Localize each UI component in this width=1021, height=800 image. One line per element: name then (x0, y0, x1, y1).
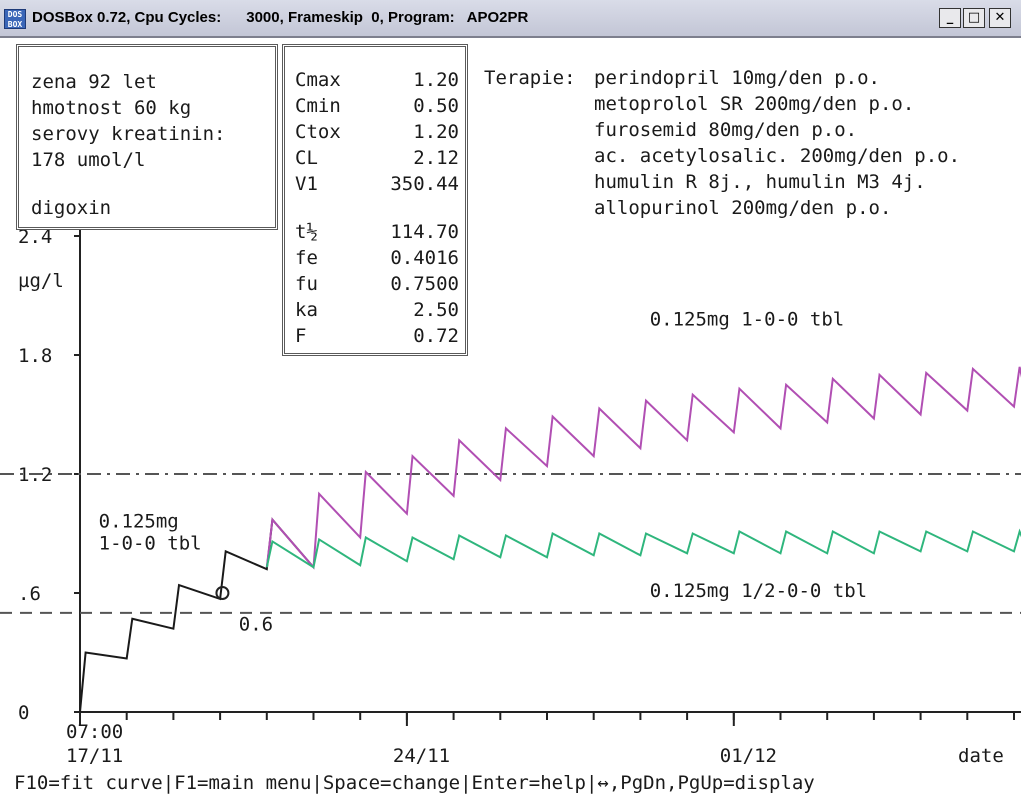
y-tick-label: .6 (18, 583, 41, 605)
patient-line: serovy kreatinin: (31, 123, 226, 145)
patient-line: zena 92 let (31, 71, 157, 93)
y-tick-label: 1.8 (18, 345, 52, 367)
patient-info-panel: zena 92 let hmotnost 60 kg serovy kreati… (16, 44, 278, 230)
param-key: CL (295, 147, 318, 169)
therapy-line: humulin R 8j., humulin M3 4j. (594, 171, 926, 193)
maximize-button[interactable]: □ (963, 8, 985, 28)
param-row: t½ 114.70 (285, 219, 465, 245)
series-line-2 (265, 528, 1021, 569)
minimize-button[interactable]: _ (939, 8, 961, 28)
param-row: Ctox 1.20 (285, 119, 465, 145)
param-row: Cmin 0.50 (285, 93, 465, 119)
chart-annotation: 1-0-0 tbl (99, 532, 202, 554)
param-key: fe (295, 247, 318, 269)
therapy-label: Terapie: (484, 67, 576, 89)
param-key: t½ (295, 221, 318, 243)
param-key: Cmax (295, 69, 341, 91)
therapy-line: ac. acetylosalic. 200mg/den p.o. (594, 145, 961, 167)
therapy-line: allopurinol 200mg/den p.o. (594, 197, 892, 219)
series-line-1 (265, 366, 1021, 570)
param-value: 0.50 (413, 95, 459, 117)
close-button[interactable]: ✕ (989, 8, 1011, 28)
therapy-line: perindopril 10mg/den p.o. (594, 67, 880, 89)
param-value: 0.4016 (390, 247, 459, 269)
param-row: CL 2.12 (285, 145, 465, 171)
window-title: DOSBox 0.72, Cpu Cycles: 3000, Frameskip… (32, 9, 529, 26)
param-key: Cmin (295, 95, 341, 117)
param-value: 0.7500 (390, 273, 459, 295)
title-bar: DOS BOX DOSBox 0.72, Cpu Cycles: 3000, F… (0, 0, 1021, 38)
x-tick-time-label: 07:00 (66, 721, 123, 743)
param-key: fu (295, 273, 318, 295)
therapy-line: metoprolol SR 200mg/den p.o. (594, 93, 915, 115)
x-tick-date-label: 17/11 (66, 745, 123, 767)
y-axis-unit-label: µg/l (18, 270, 64, 292)
param-value: 2.50 (413, 299, 459, 321)
selected-point-marker (215, 586, 230, 600)
pk-parameters-panel: Cmax 1.20 Cmin 0.50 Ctox 1.20 CL 2.12 V1 350.… (282, 44, 468, 356)
param-value: 1.20 (413, 121, 459, 143)
param-value: 350.44 (390, 173, 459, 195)
param-value: 1.20 (413, 69, 459, 91)
drug-name: digoxin (31, 197, 112, 219)
therapy-line: furosemid 80mg/den p.o. (594, 119, 858, 141)
dosbox-app-icon[interactable]: DOS BOX (4, 9, 26, 29)
param-key: ka (295, 299, 318, 321)
x-tick-date-label: 24/11 (393, 745, 450, 767)
chart-annotation: 0.6 (239, 614, 273, 636)
patient-line: hmotnost 60 kg (31, 97, 192, 119)
param-key: V1 (295, 173, 318, 195)
chart-annotation: 0.125mg 1-0-0 tbl (650, 308, 844, 330)
param-value: 0.72 (413, 325, 459, 347)
param-row: V1 350.44 (285, 171, 465, 197)
param-value: 2.12 (413, 147, 459, 169)
function-key-help[interactable]: F10=fit curve|F1=main menu|Space=change|… (14, 772, 815, 794)
param-row: ka 2.50 (285, 297, 465, 323)
param-key: Ctox (295, 121, 341, 143)
param-row: fe 0.4016 (285, 245, 465, 271)
param-key: F (295, 325, 307, 347)
y-tick-label: 2.4 (18, 226, 52, 248)
y-tick-label: 0 (18, 702, 29, 724)
param-row: fu 0.7500 (285, 271, 465, 297)
param-row: Cmax 1.20 (285, 67, 465, 93)
param-value: 114.70 (390, 221, 459, 243)
chart-annotation: 0.125mg 1/2-0-0 tbl (650, 580, 867, 602)
patient-line: 178 umol/l (31, 149, 146, 171)
chart-annotation: 0.125mg (99, 511, 179, 533)
param-row: F 0.72 (285, 323, 465, 349)
x-axis-label: date (958, 745, 1004, 767)
function-key-bar: F10=fit curve|F1=main menu|Space=change|… (0, 770, 1021, 800)
x-tick-date-label: 01/12 (720, 745, 777, 767)
